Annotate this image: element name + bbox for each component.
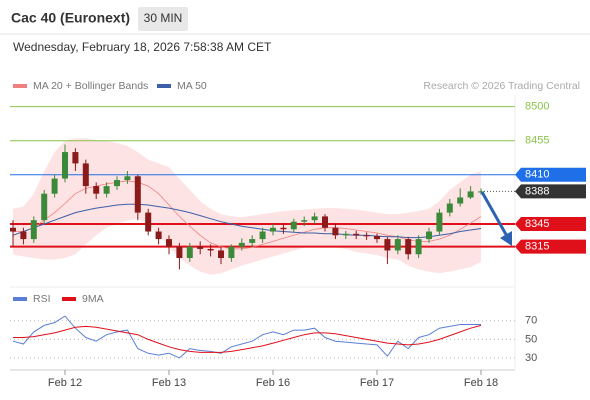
forecast-arrowhead — [500, 231, 512, 246]
candle-body — [186, 246, 193, 259]
candle-body — [134, 176, 141, 213]
x-tick-label: Feb 18 — [464, 377, 498, 389]
ma-line — [13, 180, 482, 250]
legend-label: MA 50 — [177, 80, 207, 92]
level-label: 8388 — [525, 185, 549, 197]
legend-label: MA 20 + Bollinger Bands — [33, 80, 148, 92]
candle-body — [103, 186, 110, 194]
candle-body — [311, 216, 318, 221]
candle-body — [20, 231, 27, 240]
candle-body — [363, 235, 370, 237]
level-label: 8500 — [525, 101, 549, 113]
level-label: 8455 — [525, 135, 549, 147]
legend-label: RSI — [33, 293, 51, 305]
candle-body — [259, 231, 266, 240]
x-tick-label: Feb 12 — [48, 377, 82, 389]
candle-body — [82, 163, 89, 187]
level-tag — [515, 216, 586, 231]
timeframe-button[interactable] — [138, 7, 188, 31]
y-tick-label: 50 — [525, 333, 537, 345]
candle-body — [290, 221, 297, 230]
candle-body — [478, 191, 484, 193]
datetime: Wednesday, February 18, 2026 7:58:38 AM … — [13, 40, 272, 54]
x-tick-label: Feb 16 — [256, 377, 290, 389]
candle-body — [322, 216, 328, 228]
legend-swatch — [157, 84, 171, 88]
candle-body — [10, 227, 16, 232]
candle-body — [342, 233, 349, 236]
forecast-arrow — [480, 191, 510, 239]
level-label: 8410 — [525, 169, 549, 181]
candle-body — [415, 239, 422, 255]
candle-body — [426, 231, 432, 240]
candle-body — [93, 186, 100, 194]
legend-swatch — [13, 297, 27, 301]
candle-body — [228, 246, 235, 259]
candle-body — [280, 227, 287, 230]
ma-line — [12, 203, 482, 239]
level-label: 8345 — [525, 218, 549, 230]
candle-body — [332, 227, 339, 236]
indicator-line — [13, 324, 482, 353]
y-tick-label: 30 — [525, 352, 537, 364]
candle-body — [30, 220, 37, 240]
x-tick-label: Feb 17 — [360, 377, 394, 389]
candle-body — [218, 250, 224, 259]
copyright: Research © 2026 Trading Central — [423, 80, 580, 92]
candle-body — [436, 212, 443, 232]
candle-body — [197, 246, 204, 249]
candle-body — [166, 239, 172, 247]
candle-body — [301, 220, 308, 222]
candle-body — [124, 176, 131, 181]
candle-body — [51, 178, 58, 194]
candle-body — [384, 239, 391, 251]
candle-body — [41, 193, 48, 221]
candle-body — [353, 233, 360, 236]
level-tag — [515, 239, 586, 254]
candle-body — [207, 248, 214, 251]
candle-body — [145, 212, 152, 232]
level-tag — [515, 167, 586, 182]
level-label: 8315 — [525, 241, 549, 253]
candle-body — [457, 197, 464, 204]
candle-body — [270, 227, 276, 232]
candle-body — [374, 236, 380, 240]
candle-body — [467, 191, 474, 198]
title: Cac 40 (Euronext) — [11, 10, 130, 26]
candle-body — [62, 152, 68, 179]
legend-label: 9MA — [82, 293, 104, 305]
candle-body — [176, 246, 183, 259]
level-tag — [515, 184, 586, 199]
y-tick-label: 70 — [525, 315, 537, 327]
bollinger-band — [13, 138, 481, 275]
candle-body — [405, 239, 412, 255]
candle-body — [155, 231, 162, 240]
candle-body — [249, 239, 256, 243]
legend-swatch — [62, 297, 76, 301]
candle-body — [72, 152, 79, 164]
candle-body — [238, 242, 245, 247]
x-tick-label: Feb 13 — [152, 377, 186, 389]
timeframe-label[interactable]: 30 MIN — [144, 11, 183, 25]
legend-swatch — [13, 84, 27, 88]
candle-body — [114, 180, 120, 187]
candle-body — [446, 203, 453, 213]
candle-body — [394, 239, 401, 251]
